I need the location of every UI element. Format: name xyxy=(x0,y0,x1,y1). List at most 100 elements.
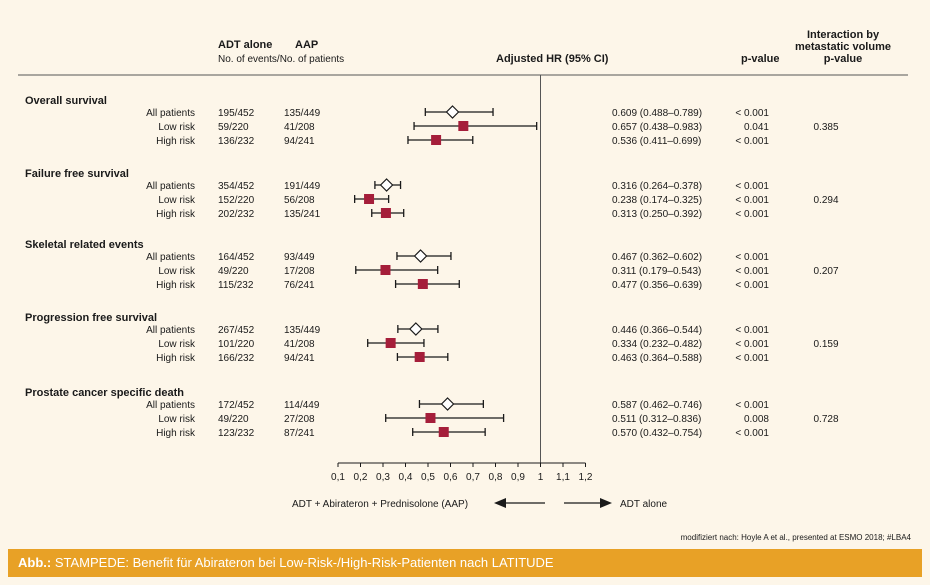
hr-ci-text: 0.657 (0.438–0.983) xyxy=(612,122,702,133)
p-value: < 0.001 xyxy=(735,195,769,206)
aap-events: 27/208 xyxy=(284,414,315,425)
hr-ci-text: 0.511 (0.312–0.836) xyxy=(612,414,701,425)
right-arrow-head xyxy=(600,498,612,508)
col-events-subtitle: No. of events/No. of patients xyxy=(218,54,344,65)
p-value: < 0.001 xyxy=(735,266,769,277)
hr-point-square xyxy=(431,135,442,145)
adt-events: 123/232 xyxy=(218,428,255,439)
hr-ci-text: 0.334 (0.232–0.482) xyxy=(612,339,702,350)
hr-point-diamond xyxy=(440,397,455,411)
figure-caption: Abb.: STAMPEDE: Benefit für Abirateron b… xyxy=(8,549,922,577)
p-value: < 0.001 xyxy=(735,339,769,350)
aap-events: 94/241 xyxy=(284,353,315,364)
aap-events: 76/241 xyxy=(284,280,315,291)
x-tick-label: 0,9 xyxy=(511,472,525,483)
adt-events: 164/452 xyxy=(218,252,255,263)
col-interaction-title: metastatic volume xyxy=(795,41,891,53)
adt-events: 166/232 xyxy=(218,353,255,364)
aap-events: 191/449 xyxy=(284,181,321,192)
hr-ci-text: 0.477 (0.356–0.639) xyxy=(612,280,702,291)
x-tick-label: 0,6 xyxy=(444,472,458,483)
hr-ci-text: 0.609 (0.488–0.789) xyxy=(612,108,702,119)
aap-events: 135/449 xyxy=(284,325,321,336)
row-label: High risk xyxy=(156,353,196,364)
adt-events: 115/232 xyxy=(218,280,254,291)
hr-ci-text: 0.311 (0.179–0.543) xyxy=(612,266,701,277)
group-title: Overall survival xyxy=(25,95,107,107)
x-tick-label: 0,5 xyxy=(421,472,435,483)
p-value: 0.008 xyxy=(744,414,769,425)
hr-point-square xyxy=(380,265,391,275)
aap-events: 135/241 xyxy=(284,209,321,220)
row-label: All patients xyxy=(146,252,195,263)
row-label: Low risk xyxy=(158,122,196,133)
interaction-p-value: 0.294 xyxy=(813,195,838,206)
row-label: Low risk xyxy=(158,266,196,277)
hr-ci-text: 0.316 (0.264–0.378) xyxy=(612,181,702,192)
adt-events: 49/220 xyxy=(218,266,249,277)
row-label: Low risk xyxy=(158,414,196,425)
hr-point-square xyxy=(458,121,469,131)
group-title: Failure free survival xyxy=(25,168,129,180)
hr-point-square xyxy=(414,352,425,362)
row-label: All patients xyxy=(146,108,195,119)
hr-point-square xyxy=(380,208,391,218)
adt-events: 354/452 xyxy=(218,181,255,192)
adt-events: 267/452 xyxy=(218,325,255,336)
aap-events: 41/208 xyxy=(284,122,315,133)
hr-ci-text: 0.238 (0.174–0.325) xyxy=(612,195,702,206)
row-label: Low risk xyxy=(158,195,196,206)
p-value: < 0.001 xyxy=(735,136,769,147)
hr-point-square xyxy=(364,194,375,204)
row-label: All patients xyxy=(146,181,195,192)
col-interaction-title: p-value xyxy=(824,53,863,65)
interaction-p-value: 0.728 xyxy=(813,414,838,425)
adt-events: 152/220 xyxy=(218,195,255,206)
p-value: < 0.001 xyxy=(735,209,769,220)
interaction-p-value: 0.159 xyxy=(813,339,838,350)
caption-text: STAMPEDE: Benefit für Abirateron bei Low… xyxy=(51,555,554,570)
p-value: < 0.001 xyxy=(735,325,769,336)
aap-events: 41/208 xyxy=(284,339,315,350)
caption-prefix: Abb.: xyxy=(18,555,52,570)
interaction-p-value: 0.207 xyxy=(813,266,838,277)
adt-events: 49/220 xyxy=(218,414,249,425)
col-hr-title: Adjusted HR (95% CI) xyxy=(496,53,609,65)
x-tick-label: 0,3 xyxy=(376,472,390,483)
p-value: 0.041 xyxy=(744,122,769,133)
left-arrow-head xyxy=(494,498,506,508)
x-tick-label: 0,4 xyxy=(399,472,413,483)
hr-point-square xyxy=(425,413,436,423)
x-tick-label: 0,7 xyxy=(466,472,480,483)
hr-point-square xyxy=(385,338,396,348)
col-aap-title: AAP xyxy=(295,39,318,51)
p-value: < 0.001 xyxy=(735,181,769,192)
aap-events: 93/449 xyxy=(284,252,315,263)
hr-ci-text: 0.570 (0.432–0.754) xyxy=(612,428,702,439)
row-label: High risk xyxy=(156,428,196,439)
aap-events: 114/449 xyxy=(284,400,320,411)
hr-ci-text: 0.313 (0.250–0.392) xyxy=(612,209,702,220)
adt-events: 136/232 xyxy=(218,136,255,147)
row-label: High risk xyxy=(156,280,196,291)
hr-point-square xyxy=(417,279,428,289)
p-value: < 0.001 xyxy=(735,280,769,291)
p-value: < 0.001 xyxy=(735,252,769,263)
aap-events: 17/208 xyxy=(284,266,315,277)
hr-point-diamond xyxy=(379,178,394,192)
adt-events: 172/452 xyxy=(218,400,255,411)
hr-point-diamond xyxy=(413,249,428,263)
hr-point-square xyxy=(438,427,449,437)
interaction-p-value: 0.385 xyxy=(813,122,838,133)
aap-events: 87/241 xyxy=(284,428,315,439)
col-adt-title: ADT alone xyxy=(218,39,272,51)
group-title: Prostate cancer specific death xyxy=(25,387,184,399)
aap-events: 56/208 xyxy=(284,195,315,206)
row-label: High risk xyxy=(156,209,196,220)
row-label: All patients xyxy=(146,325,195,336)
row-label: All patients xyxy=(146,400,195,411)
p-value: < 0.001 xyxy=(735,108,769,119)
group-title: Skeletal related events xyxy=(25,239,144,251)
x-tick-label: 0,2 xyxy=(354,472,368,483)
col-interaction-title: Interaction by xyxy=(807,29,880,41)
